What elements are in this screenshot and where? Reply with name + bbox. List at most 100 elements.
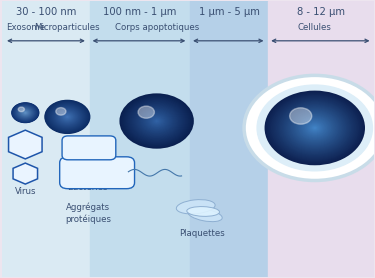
Circle shape xyxy=(54,106,81,127)
Circle shape xyxy=(148,115,165,127)
Circle shape xyxy=(55,107,80,126)
Circle shape xyxy=(54,107,81,127)
Circle shape xyxy=(22,111,28,115)
Circle shape xyxy=(20,108,31,117)
Circle shape xyxy=(287,107,342,148)
Circle shape xyxy=(286,106,344,149)
Circle shape xyxy=(301,118,328,138)
Circle shape xyxy=(20,109,31,117)
Circle shape xyxy=(122,95,191,147)
Circle shape xyxy=(278,101,351,155)
Circle shape xyxy=(18,108,32,118)
Circle shape xyxy=(134,104,180,138)
Circle shape xyxy=(280,102,350,154)
Circle shape xyxy=(48,103,86,131)
Circle shape xyxy=(121,95,192,147)
Circle shape xyxy=(257,85,372,171)
Circle shape xyxy=(268,93,361,162)
Circle shape xyxy=(21,109,30,116)
FancyBboxPatch shape xyxy=(62,136,116,160)
Circle shape xyxy=(13,103,38,122)
Circle shape xyxy=(134,105,179,138)
Circle shape xyxy=(63,114,71,120)
Circle shape xyxy=(306,121,324,135)
Circle shape xyxy=(156,120,158,122)
Circle shape xyxy=(296,114,334,142)
Circle shape xyxy=(57,109,78,125)
Circle shape xyxy=(14,104,37,121)
Circle shape xyxy=(19,108,32,117)
Text: Microparticules: Microparticules xyxy=(34,23,100,32)
Circle shape xyxy=(139,108,174,134)
Polygon shape xyxy=(9,130,42,159)
Circle shape xyxy=(56,108,79,125)
Circle shape xyxy=(151,117,162,125)
Circle shape xyxy=(62,113,72,121)
Circle shape xyxy=(21,110,29,116)
Circle shape xyxy=(24,112,26,113)
Circle shape xyxy=(284,105,346,151)
Circle shape xyxy=(312,126,317,130)
Circle shape xyxy=(12,103,38,122)
Circle shape xyxy=(244,75,375,180)
Circle shape xyxy=(152,118,161,125)
Circle shape xyxy=(130,101,184,141)
Circle shape xyxy=(142,110,171,132)
Circle shape xyxy=(305,120,325,135)
Circle shape xyxy=(16,106,34,120)
Circle shape xyxy=(60,111,75,122)
Circle shape xyxy=(18,107,24,112)
Circle shape xyxy=(59,111,75,123)
Circle shape xyxy=(149,115,164,126)
Circle shape xyxy=(21,110,30,116)
Circle shape xyxy=(309,123,321,133)
Circle shape xyxy=(44,100,90,134)
Circle shape xyxy=(66,116,69,118)
Circle shape xyxy=(65,115,70,119)
Circle shape xyxy=(288,108,341,148)
Circle shape xyxy=(19,108,32,117)
Circle shape xyxy=(285,106,345,150)
Circle shape xyxy=(155,120,159,122)
Circle shape xyxy=(310,124,320,132)
Circle shape xyxy=(18,107,33,118)
Circle shape xyxy=(16,106,34,119)
Circle shape xyxy=(154,119,159,123)
Circle shape xyxy=(56,109,78,125)
Circle shape xyxy=(125,98,188,145)
Circle shape xyxy=(23,111,27,114)
Circle shape xyxy=(25,112,26,113)
Circle shape xyxy=(300,117,330,139)
Circle shape xyxy=(127,99,186,143)
Circle shape xyxy=(146,113,168,129)
Circle shape xyxy=(17,107,33,119)
Circle shape xyxy=(12,103,39,123)
Circle shape xyxy=(132,102,182,140)
Circle shape xyxy=(293,112,336,144)
Circle shape xyxy=(298,116,331,140)
Circle shape xyxy=(15,105,35,120)
Circle shape xyxy=(23,111,28,115)
Circle shape xyxy=(50,104,85,130)
Circle shape xyxy=(15,105,36,121)
Circle shape xyxy=(277,100,352,156)
Circle shape xyxy=(50,104,85,130)
Ellipse shape xyxy=(187,207,219,216)
Circle shape xyxy=(276,99,354,157)
Circle shape xyxy=(24,112,27,114)
Circle shape xyxy=(138,107,175,135)
Circle shape xyxy=(13,103,38,122)
Text: Bactéries: Bactéries xyxy=(68,183,108,192)
Polygon shape xyxy=(13,163,38,184)
Circle shape xyxy=(59,110,76,123)
Circle shape xyxy=(120,94,193,148)
Bar xyxy=(90,1,190,277)
Circle shape xyxy=(52,105,83,128)
Circle shape xyxy=(66,116,69,118)
Circle shape xyxy=(144,111,170,131)
Circle shape xyxy=(55,108,80,126)
Circle shape xyxy=(297,115,332,141)
Circle shape xyxy=(274,98,355,158)
Circle shape xyxy=(45,101,89,133)
Circle shape xyxy=(53,106,82,128)
